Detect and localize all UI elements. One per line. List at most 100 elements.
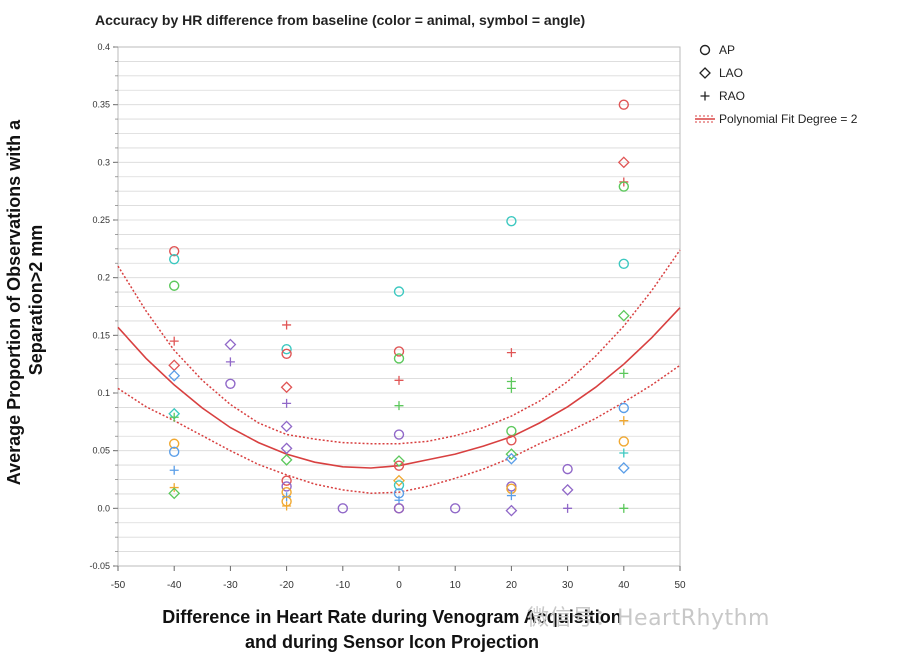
data-point-diamond — [168, 359, 181, 372]
data-point-plus — [282, 501, 292, 511]
data-point-diamond — [280, 420, 293, 433]
data-point-circle — [393, 429, 405, 440]
data-point-plus — [619, 448, 629, 458]
data-point-circle — [618, 258, 629, 270]
data-point-circle — [168, 438, 180, 449]
data-point-circle — [618, 181, 629, 192]
legend: AP LAO RAO Polynomial Fit Degree = 2 — [695, 43, 858, 126]
data-point-circle — [281, 343, 292, 355]
data-point-circle — [393, 346, 405, 357]
x-tick-label: 30 — [562, 580, 574, 591]
data-point-circle — [393, 353, 405, 364]
data-point-circle — [618, 402, 629, 414]
data-point-circle — [337, 503, 348, 514]
data-point-circle — [225, 378, 236, 389]
data-point-circle — [618, 436, 629, 447]
data-point-diamond — [393, 455, 405, 467]
data-point-circle — [506, 425, 517, 437]
legend-plus-icon — [700, 91, 710, 101]
data-point-diamond — [280, 381, 293, 394]
data-point-diamond — [280, 442, 293, 455]
data-point-circle — [393, 460, 405, 471]
x-tick-label: -10 — [336, 580, 351, 591]
y-tick-label: 0.2 — [97, 273, 110, 283]
y-tick-label: 0.4 — [97, 42, 110, 52]
y-tick-label: 0.05 — [92, 446, 110, 456]
data-point-circle — [618, 99, 629, 110]
data-point-diamond — [505, 504, 518, 517]
data-point-plus — [563, 503, 573, 513]
data-point-circle — [281, 481, 292, 492]
legend-label: AP — [719, 43, 735, 57]
y-tick-label: 0.0 — [97, 503, 110, 513]
data-point-diamond — [561, 483, 574, 496]
y-axis-label-line-2: Separation>2 mm — [26, 225, 46, 376]
data-point-circle — [168, 254, 180, 265]
data-point-circle — [393, 503, 405, 514]
data-point-circle — [393, 286, 405, 297]
data-point-circle — [450, 503, 461, 514]
data-point-plus — [282, 398, 292, 408]
data-point-diamond — [505, 452, 518, 465]
fit-lower-band — [117, 364, 681, 495]
data-point-plus — [506, 491, 516, 501]
x-axis-label-line-2: and during Sensor Icon Projection — [245, 632, 539, 652]
data-point-circle — [168, 245, 180, 257]
data-point-plus — [225, 357, 235, 367]
data-point-plus — [619, 416, 629, 426]
data-point-plus — [282, 320, 292, 330]
data-point-circle — [281, 475, 292, 486]
data-point-plus — [394, 375, 404, 385]
data-point-diamond — [393, 474, 405, 487]
y-tick-label: -0.05 — [89, 561, 110, 571]
legend-label: RAO — [719, 89, 745, 103]
data-point-diamond — [505, 448, 518, 461]
data-point-plus — [394, 401, 404, 411]
data-point-plus — [169, 412, 179, 422]
data-point-circle — [168, 280, 180, 291]
data-point-circle — [168, 446, 180, 458]
y-tick-label: 0.35 — [92, 100, 110, 110]
y-tick-label: 0.3 — [97, 157, 110, 167]
fit-upper-band — [117, 249, 681, 445]
data-point-circle — [506, 215, 517, 227]
x-tick-label: 10 — [450, 580, 462, 591]
data-point-diamond — [224, 338, 237, 351]
data-point-plus — [506, 383, 516, 393]
data-point-diamond — [168, 487, 181, 500]
data-point-circle — [281, 348, 292, 359]
x-tick-label: 50 — [674, 580, 686, 591]
data-point-diamond — [280, 453, 293, 466]
x-tick-label: 0 — [396, 580, 402, 591]
x-axis-label-line-1: Difference in Heart Rate during Venogram… — [162, 607, 621, 627]
data-point-diamond — [168, 369, 181, 382]
data-point-diamond — [617, 462, 630, 474]
data-point-circle — [562, 463, 573, 475]
data-point-plus — [619, 368, 629, 378]
data-point-diamond — [617, 156, 630, 169]
data-point-plus — [169, 465, 179, 475]
x-tick-label: -40 — [167, 580, 182, 591]
x-tick-label: -50 — [111, 580, 126, 591]
data-point-plus — [169, 336, 179, 346]
x-tick-label: 40 — [618, 580, 630, 591]
y-tick-label: 0.25 — [92, 215, 110, 225]
legend-diamond-icon — [699, 67, 711, 79]
axis-ticks: -0.05 0.0 0.05 0.1 0.15 0.2 0.25 0.3 0.35 0.4 -50 -… — [89, 42, 686, 591]
data-point-circle — [393, 480, 405, 491]
y-tick-label: 0.1 — [97, 388, 110, 398]
data-points — [168, 99, 630, 517]
x-tick-label: -30 — [223, 580, 238, 591]
y-axis-label-line-1: Average Proportion of Observations with … — [4, 119, 24, 485]
legend-label: LAO — [719, 66, 743, 80]
data-point-circle — [506, 435, 517, 446]
legend-circle-icon — [699, 44, 711, 56]
chart-title: Accuracy by HR difference from baseline … — [95, 12, 585, 28]
data-point-plus — [619, 503, 629, 513]
data-point-plus — [506, 348, 516, 358]
legend-label: Polynomial Fit Degree = 2 — [719, 112, 858, 126]
y-axis-label: Average Proportion of Observations with … — [4, 115, 46, 485]
x-tick-label: -20 — [279, 580, 294, 591]
x-tick-label: 20 — [506, 580, 518, 591]
